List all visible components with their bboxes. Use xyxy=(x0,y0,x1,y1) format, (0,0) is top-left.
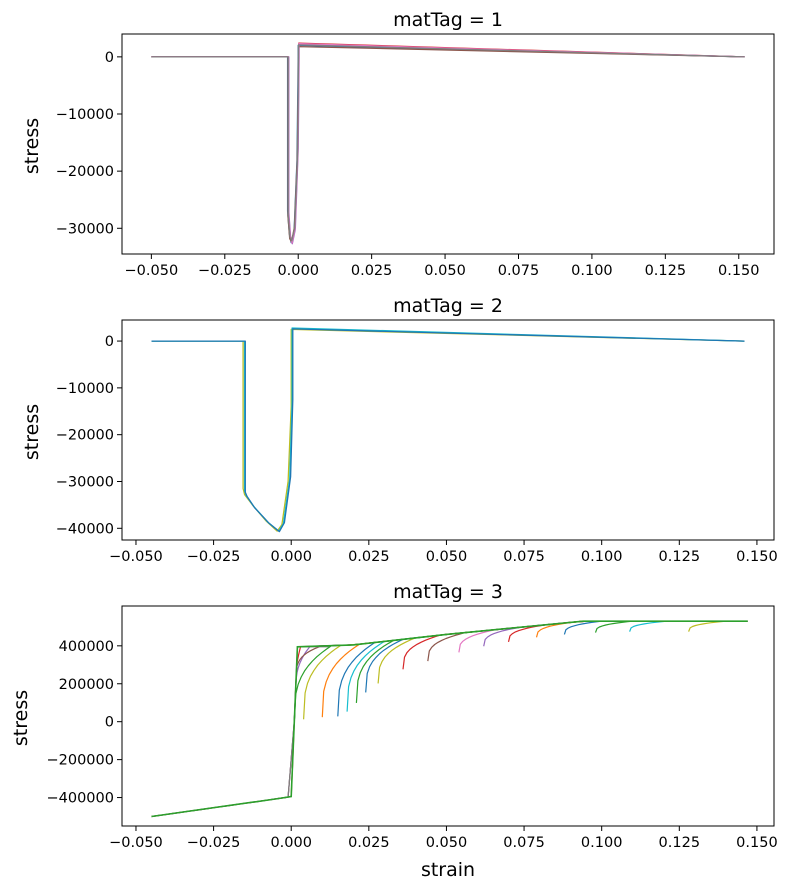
x-tick-label: 0.100 xyxy=(571,263,613,279)
panel-2-ylabel: stress xyxy=(21,404,43,460)
x-tick-label: 0.075 xyxy=(503,549,545,565)
x-tick-label: 0.050 xyxy=(426,549,468,565)
x-tick-label: −0.050 xyxy=(109,549,163,565)
panel-1-tick-group: −0.050 −0.025 0.000 0.025 0.050 0.075 0.100 0.1… xyxy=(56,50,760,279)
x-tick-label: 0.150 xyxy=(718,263,760,279)
y-tick-label: −10000 xyxy=(56,381,114,397)
y-tick-label: −30000 xyxy=(56,221,114,237)
y-tick-label: 0 xyxy=(105,334,114,350)
x-tick-label: 0.150 xyxy=(736,549,778,565)
panel-1-title: matTag = 1 xyxy=(393,9,503,31)
series-line xyxy=(151,44,745,242)
envelope-line xyxy=(151,620,748,818)
x-tick-label: −0.025 xyxy=(198,263,252,279)
panel-mattag-3: matTag = 3 stress −0.050 −0.025 0.000 0.025… xyxy=(10,581,778,881)
panel-1-series-group xyxy=(151,42,745,245)
panel-mattag-2: matTag = 2 stress −0.050 −0.025 0.000 0.025… xyxy=(21,295,778,565)
panel-3-ylabel: stress xyxy=(10,690,32,746)
x-tick-label: 0.050 xyxy=(424,263,466,279)
series-line xyxy=(151,328,745,533)
panel-2-title: matTag = 2 xyxy=(393,295,503,317)
x-axis-label: strain xyxy=(421,859,475,881)
y-tick-label: 0 xyxy=(105,715,114,731)
y-tick-label: 0 xyxy=(105,50,114,66)
x-tick-label: 0.125 xyxy=(645,263,687,279)
y-tick-label: −20000 xyxy=(56,164,114,180)
panel-1-ylabel: stress xyxy=(21,118,43,174)
x-tick-label: 0.050 xyxy=(426,835,468,851)
panel-2-frame xyxy=(121,319,775,541)
panel-3-tick-group: −0.050 −0.025 0.000 0.025 0.050 0.075 0.100 0.1… xyxy=(46,639,777,851)
panel-mattag-1: matTag = 1 stress −0.050 −0.025 0.000 0.025… xyxy=(21,9,775,279)
y-tick-label: 400000 xyxy=(59,639,114,655)
panel-1-frame xyxy=(121,33,775,255)
x-tick-label: 0.150 xyxy=(736,835,778,851)
x-tick-label: 0.100 xyxy=(581,549,623,565)
panel-3-series-group xyxy=(151,620,748,818)
x-tick-label: 0.025 xyxy=(348,835,390,851)
x-tick-label: 0.025 xyxy=(351,263,393,279)
x-tick-label: −0.050 xyxy=(109,835,163,851)
x-tick-label: −0.050 xyxy=(125,263,179,279)
y-tick-label: −400000 xyxy=(46,791,114,807)
x-tick-label: 0.100 xyxy=(581,835,623,851)
x-tick-label: 0.000 xyxy=(270,549,312,565)
y-tick-label: −200000 xyxy=(46,753,114,769)
x-tick-label: 0.075 xyxy=(498,263,540,279)
x-tick-label: 0.075 xyxy=(503,835,545,851)
x-tick-label: 0.000 xyxy=(277,263,319,279)
y-tick-label: −10000 xyxy=(56,107,114,123)
y-tick-label: −40000 xyxy=(56,521,114,537)
x-tick-label: 0.025 xyxy=(348,549,390,565)
panel-2-series-group xyxy=(151,327,745,533)
x-tick-label: 0.125 xyxy=(659,549,701,565)
panel-3-title: matTag = 3 xyxy=(393,581,503,603)
x-tick-label: 0.000 xyxy=(270,835,312,851)
y-tick-label: −30000 xyxy=(56,474,114,490)
panel-3-frame xyxy=(121,605,775,827)
panel-2-tick-group: −0.050 −0.025 0.000 0.025 0.050 0.075 0.100 0.1… xyxy=(56,334,778,565)
y-tick-label: −20000 xyxy=(56,428,114,444)
x-tick-label: −0.025 xyxy=(187,549,241,565)
x-tick-label: 0.125 xyxy=(659,835,701,851)
y-tick-label: 200000 xyxy=(59,677,114,693)
x-tick-label: −0.025 xyxy=(187,835,241,851)
